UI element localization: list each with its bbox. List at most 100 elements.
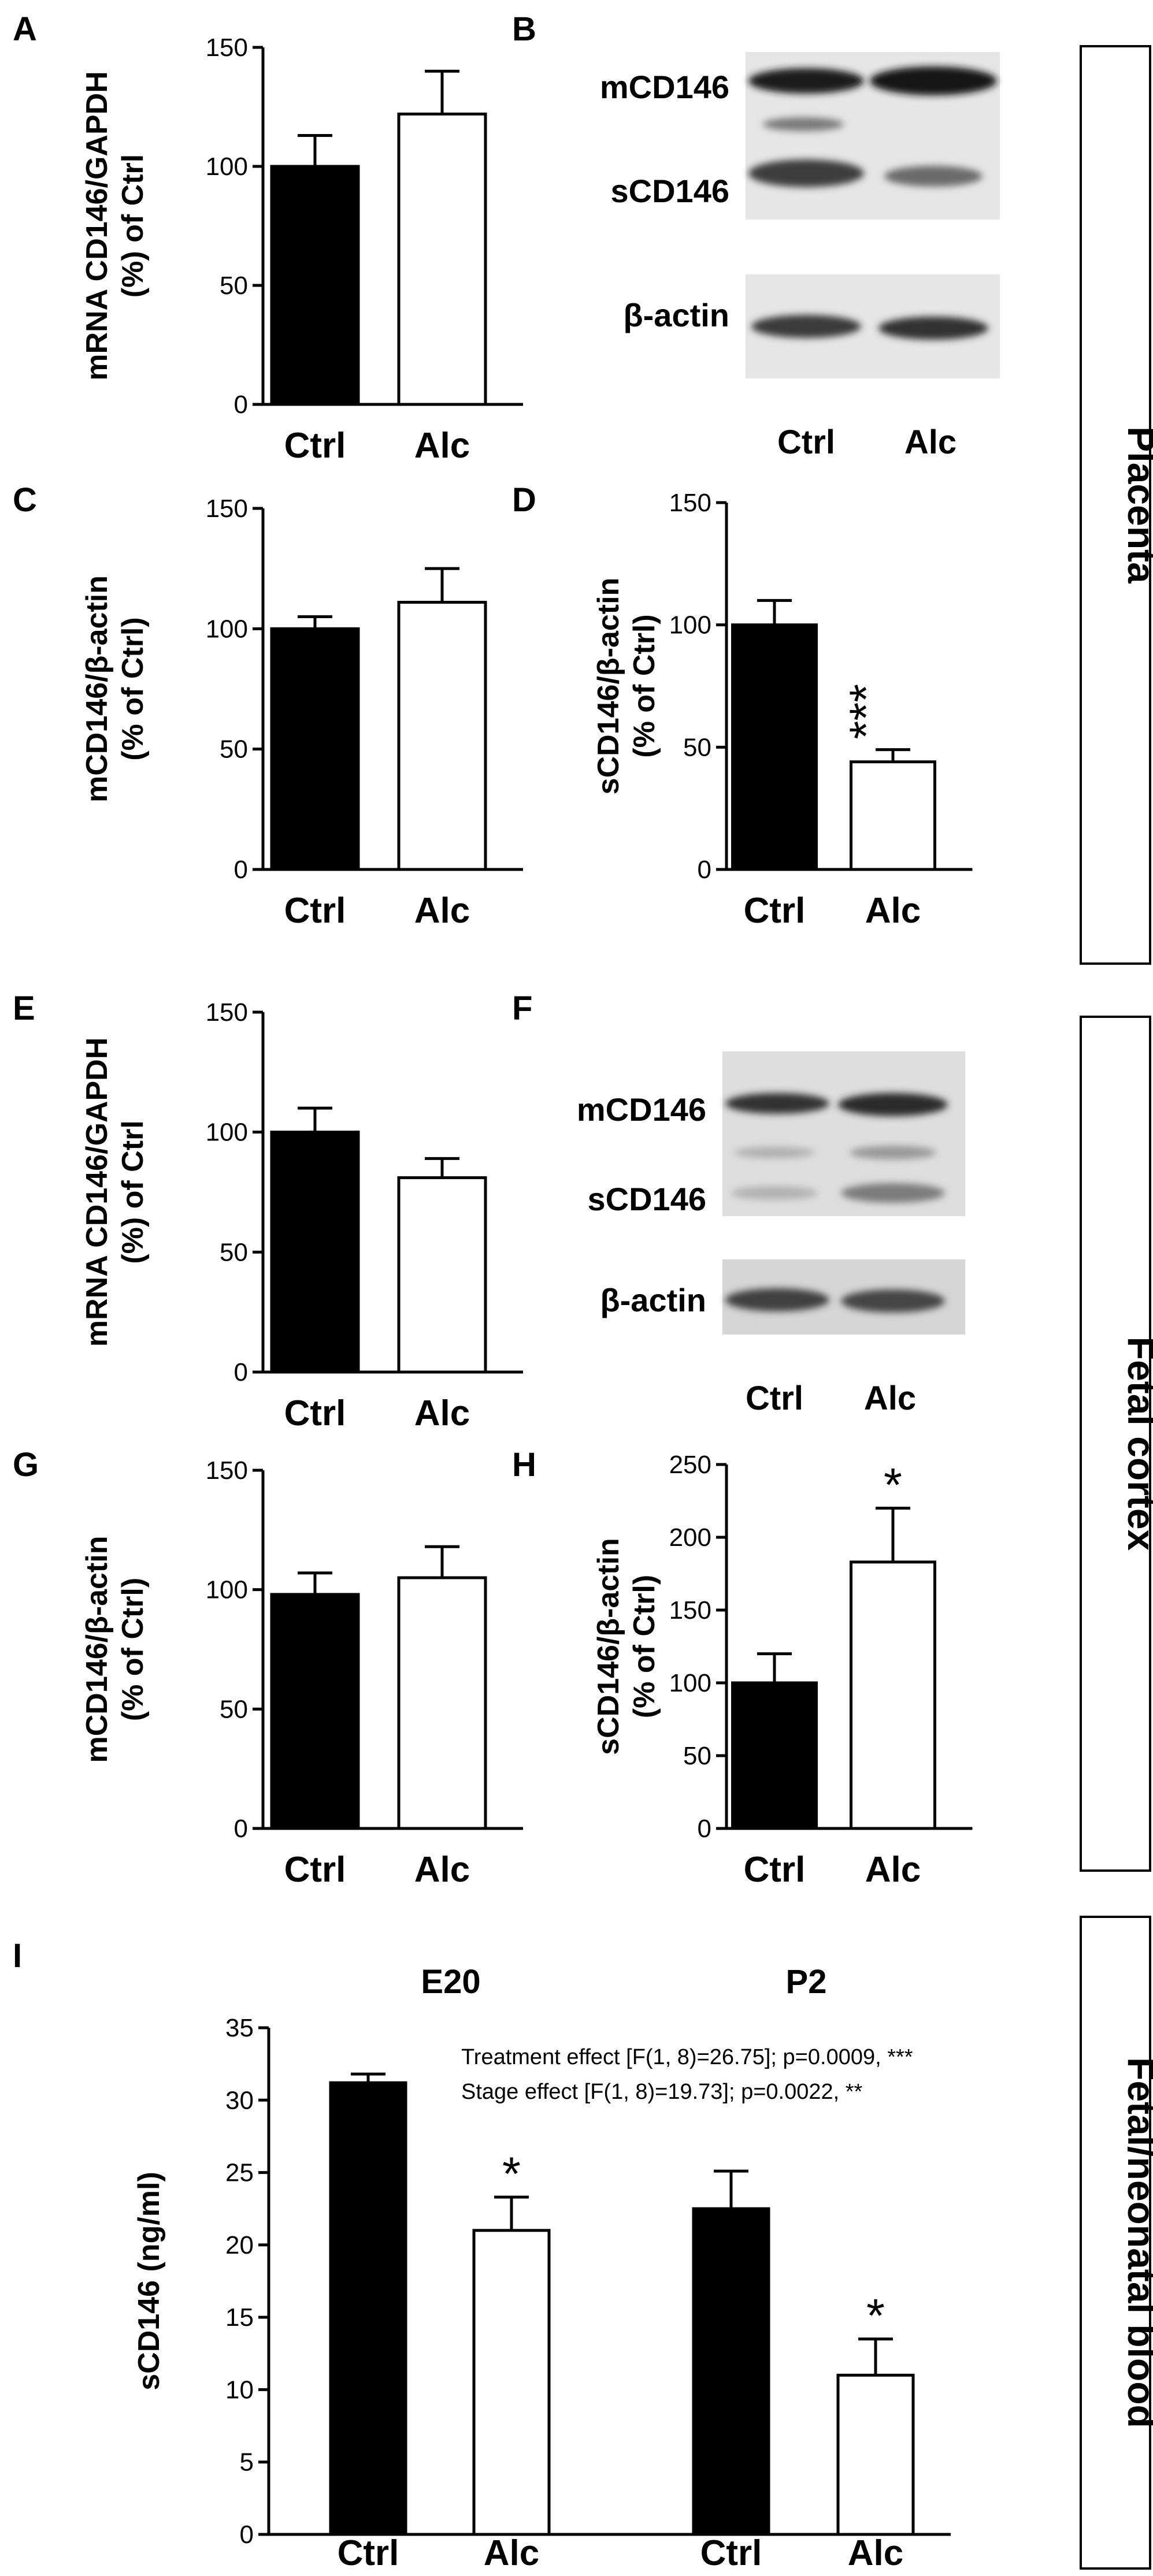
x-tick-label-c-1: Alc [414,891,470,931]
bar-d-1 [850,760,936,871]
blot-f-band-actin-alc [841,1289,945,1313]
y-tick-label-a-0: 0 [234,391,248,419]
side-label-placenta: Placenta [1120,426,1153,584]
y-tick-label-i-2: 10 [225,2376,254,2404]
chart-d: 0 50 100 150 Ctrl Alc *** sCD146/β-actin (% of C… [592,489,973,931]
blot-b-lane-alc: Alc [904,423,956,461]
sig-d-1: *** [840,684,893,739]
y-tick-label-i-0: 0 [240,2521,254,2549]
y-axis-label-c-0: mCD146/β-actin [80,575,114,802]
y-axis-label-g-0: mCD146/β-actin [80,1536,114,1763]
blot-f-band-faint-ctrl [734,1147,815,1158]
blot-b-band-scd146-ctrl [748,159,864,187]
side-box-blood [1080,1916,1151,2570]
bar-i-2 [692,2207,770,2536]
y-axis-label-g-1: (% of Ctrl) [116,1578,150,1721]
y-tick-label-a-2: 100 [206,153,248,181]
y-tick-label-c-1: 50 [220,735,248,764]
side-label-blood: Fetal/neonatal blood [1120,2057,1153,2428]
y-tick-label-h-5: 250 [669,1451,711,1479]
y-tick-label-e-3: 150 [206,998,248,1027]
blot-b-band-mid-ctrl [763,117,844,131]
y-axis-label-h-0: sCD146/β-actin [592,1538,625,1755]
blot-b: mCD146 sCD146 β-actin Ctrl Alc [600,52,1000,461]
annotation-stage-effect: Stage effect [F(1, 8)=19.73]; p=0.0022, … [461,2080,863,2104]
panel-letter-d: D [512,481,536,519]
blot-b-band-actin-ctrl [751,315,861,338]
x-tick-label-e-1: Alc [414,1393,470,1433]
panel-letter-g: G [13,1446,39,1484]
chart-c: 0 50 100 150 Ctrl Alc mCD146/β-actin (% of Ctrl… [80,495,523,931]
y-tick-label-c-0: 0 [234,856,248,884]
y-axis-label-a-1: (%) of Ctrl [116,154,150,298]
bar-i-1 [472,2229,551,2536]
y-tick-label-e-1: 50 [220,1238,248,1266]
panel-letter-a: A [13,10,37,48]
y-tick-label-d-2: 100 [669,611,711,640]
blot-f-band-scd146-alc [841,1183,945,1203]
chart-e: 0 50 100 150 Ctrl Alc mRNA CD146/GAPDH (%) of C… [80,998,523,1433]
side-box-placenta [1080,45,1151,965]
x-tick-label-d-1: Alc [865,891,921,931]
bar-d-0 [731,623,818,871]
blot-f: mCD146 sCD146 β-actin Ctrl Alc [577,1051,965,1417]
bar-h-1 [850,1560,936,1830]
y-axis-label-e-0: mRNA CD146/GAPDH [80,1038,114,1347]
y-axis-label-c-1: (% of Ctrl) [116,617,150,760]
blot-b-label-actin: β-actin [623,297,729,333]
x-tick-label-h-0: Ctrl [744,1850,806,1890]
y-tick-label-i-5: 25 [225,2159,254,2187]
y-tick-label-i-4: 20 [225,2231,254,2259]
x-tick-label-g-0: Ctrl [284,1850,346,1890]
y-tick-label-g-2: 100 [206,1576,248,1604]
panel-letter-e: E [13,990,35,1027]
y-tick-label-i-7: 35 [225,2014,254,2042]
y-tick-label-i-3: 15 [225,2303,254,2332]
blot-f-label-mcd146: mCD146 [577,1091,706,1128]
bar-e-1 [397,1176,487,1374]
y-axis-label-h-1: (% of Ctrl) [628,1575,661,1718]
y-tick-label-a-3: 150 [206,34,248,62]
side-label-fetal-cortex: Fetal cortex [1120,1337,1153,1551]
bar-g-1 [397,1576,487,1830]
bar-h-0 [731,1681,818,1830]
y-tick-label-h-1: 50 [683,1742,711,1770]
y-tick-label-d-1: 50 [683,733,711,761]
blot-f-lane-ctrl: Ctrl [746,1380,803,1417]
chart-i: 0 5 10 15 20 25 30 35 Ctrl Alc * Ctrl Alc * sCD146 (ng… [132,2014,951,2573]
x-tick-label-a-0: Ctrl [284,426,346,466]
panel-letter-h: H [512,1446,536,1484]
y-tick-label-i-1: 5 [240,2448,254,2477]
bar-c-0 [270,627,360,871]
y-tick-label-g-1: 50 [220,1695,248,1723]
blot-b-band-mcd146-alc [870,66,997,95]
y-tick-label-e-2: 100 [206,1118,248,1147]
sig-i-1: * [502,2148,521,2200]
sig-h-1: * [884,1459,902,1512]
x-tick-label-a-1: Alc [414,426,470,466]
chart-g: 0 50 100 150 Ctrl Alc mCD146/β-actin (% of Ctrl… [80,1456,523,1890]
y-axis-label-d-1: (% of Ctrl) [628,614,661,757]
x-tick-label-i-3: Alc [848,2533,903,2573]
y-tick-label-h-4: 200 [669,1523,711,1552]
x-tick-label-i-2: Ctrl [700,2533,762,2573]
blot-f-band-mcd146-ctrl [725,1093,829,1114]
x-tick-label-h-1: Alc [865,1850,921,1890]
x-tick-label-i-1: Alc [484,2533,539,2573]
blot-f-band-actin-ctrl [725,1288,829,1311]
x-tick-label-e-0: Ctrl [284,1393,346,1433]
annotation-treatment-effect: Treatment effect [F(1, 8)=26.75]; p=0.00… [461,2045,913,2069]
group-label-e20: E20 [421,1963,480,2001]
blot-f-band-scd146-ctrl [731,1186,818,1200]
blot-b-label-scd146: sCD146 [611,173,729,209]
blot-b-label-mcd146: mCD146 [600,69,729,105]
blot-f-lane-alc: Alc [864,1380,916,1417]
y-tick-label-h-3: 150 [669,1596,711,1625]
bar-a-0 [270,165,360,406]
x-tick-label-d-0: Ctrl [744,891,806,931]
y-tick-label-g-0: 0 [234,1815,248,1843]
x-tick-label-i-0: Ctrl [338,2533,399,2573]
y-tick-label-i-6: 30 [225,2086,254,2114]
